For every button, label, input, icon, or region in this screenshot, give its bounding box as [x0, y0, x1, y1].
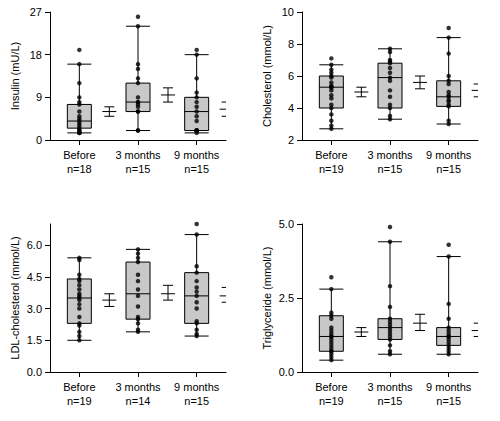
svg-text:n=18: n=18 — [67, 163, 92, 175]
svg-text:Triglyceride (mmol/L): Triglyceride (mmol/L) — [261, 247, 273, 350]
svg-text:Cholesterol (mmol/L): Cholesterol (mmol/L) — [261, 25, 273, 127]
svg-text:n=19: n=19 — [319, 395, 344, 407]
svg-text:n=15: n=15 — [184, 163, 209, 175]
svg-text:10: 10 — [282, 6, 294, 18]
svg-text:4.5: 4.5 — [27, 271, 42, 283]
svg-text:8: 8 — [288, 38, 294, 50]
svg-text:Before: Before — [63, 381, 95, 393]
svg-text:n=15: n=15 — [436, 163, 461, 175]
svg-text:1.5: 1.5 — [27, 334, 42, 346]
svg-text:3 months: 3 months — [367, 381, 413, 393]
svg-text:Before: Before — [63, 149, 95, 161]
svg-text:3.0: 3.0 — [27, 303, 42, 315]
svg-text:Insulin (mU/L): Insulin (mU/L) — [9, 42, 21, 110]
svg-text:n=14: n=14 — [126, 395, 151, 407]
svg-text:9 months: 9 months — [174, 149, 220, 161]
svg-text:Before: Before — [315, 381, 347, 393]
svg-text:0.0: 0.0 — [279, 366, 294, 378]
svg-text:6: 6 — [288, 70, 294, 82]
svg-text:3 months: 3 months — [367, 149, 413, 161]
svg-text:9 months: 9 months — [426, 381, 472, 393]
svg-text:5.0: 5.0 — [279, 218, 294, 230]
svg-text:n=19: n=19 — [67, 395, 92, 407]
svg-text:2: 2 — [288, 134, 294, 146]
svg-text:Before: Before — [315, 149, 347, 161]
svg-text:n=15: n=15 — [436, 395, 461, 407]
svg-text:n=19: n=19 — [319, 163, 344, 175]
svg-text:0: 0 — [36, 134, 42, 146]
svg-text:n=15: n=15 — [126, 163, 151, 175]
svg-text:2.5: 2.5 — [279, 292, 294, 304]
svg-text:27: 27 — [30, 6, 42, 18]
svg-text:18: 18 — [30, 49, 42, 61]
svg-text:3 months: 3 months — [115, 149, 161, 161]
svg-text:9 months: 9 months — [174, 381, 220, 393]
svg-text:n=15: n=15 — [184, 395, 209, 407]
svg-text:6.0: 6.0 — [27, 239, 42, 251]
svg-text:4: 4 — [288, 102, 294, 114]
svg-text:LDL-cholesterol (mmol/L): LDL-cholesterol (mmol/L) — [9, 236, 21, 359]
svg-text:9: 9 — [36, 91, 42, 103]
svg-text:n=15: n=15 — [378, 163, 403, 175]
svg-text:3 months: 3 months — [115, 381, 161, 393]
svg-text:0.0: 0.0 — [27, 366, 42, 378]
svg-text:9 months: 9 months — [426, 149, 472, 161]
svg-text:n=15: n=15 — [378, 395, 403, 407]
